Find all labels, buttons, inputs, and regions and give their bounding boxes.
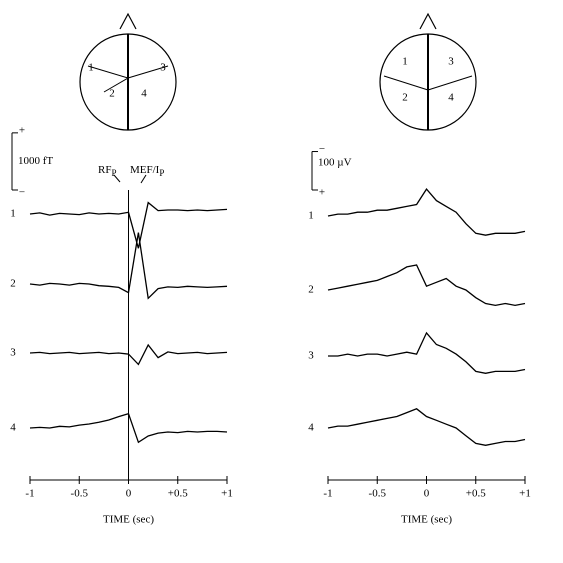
sensor-label: 3 bbox=[160, 62, 166, 74]
sensor-line bbox=[87, 65, 129, 79]
sensor-label: 1 bbox=[88, 62, 94, 74]
head-right bbox=[379, 12, 477, 131]
annotation-text: MEF/I bbox=[130, 164, 160, 176]
row-label: 1 bbox=[10, 208, 16, 220]
scale-bar-sign: + bbox=[319, 187, 325, 199]
x-tick-label: +0.5 bbox=[466, 488, 486, 500]
annotation-subscript: P bbox=[111, 168, 116, 178]
x-tick-label: -0.5 bbox=[369, 488, 387, 500]
annotation: RFP bbox=[98, 164, 116, 179]
sensor-line bbox=[383, 75, 429, 91]
x-tick-label: +1 bbox=[221, 488, 233, 500]
row-label: 4 bbox=[308, 422, 314, 434]
row-label: 2 bbox=[308, 284, 314, 296]
nose bbox=[119, 12, 137, 30]
annotation: MEF/IP bbox=[130, 164, 164, 179]
x-axis-label: TIME (sec) bbox=[103, 514, 154, 526]
scale-bar-sign: − bbox=[319, 143, 325, 155]
trace bbox=[328, 331, 526, 374]
scale-bar-sign: − bbox=[19, 187, 25, 199]
trace bbox=[327, 188, 526, 236]
annotation-text: RF bbox=[98, 164, 111, 176]
annotation-pointer bbox=[113, 174, 121, 183]
x-tick-label: 0 bbox=[126, 488, 132, 500]
sensor-label: 3 bbox=[448, 56, 454, 68]
sensor-label: 2 bbox=[402, 92, 408, 104]
x-tick-label: -0.5 bbox=[71, 488, 89, 500]
row-label: 1 bbox=[308, 210, 314, 222]
trace bbox=[327, 408, 526, 446]
sensor-label: 1 bbox=[402, 56, 408, 68]
x-axis-label: TIME (sec) bbox=[401, 514, 452, 526]
x-tick-label: -1 bbox=[25, 488, 34, 500]
annotation-pointer bbox=[140, 174, 147, 184]
trace bbox=[29, 412, 228, 444]
head-left bbox=[79, 12, 177, 131]
x-tick-label: +0.5 bbox=[168, 488, 188, 500]
x-tick-label: -1 bbox=[323, 488, 332, 500]
scale-bar-sign: + bbox=[19, 124, 25, 136]
sensor-label: 2 bbox=[109, 88, 115, 100]
x-tick-label: +1 bbox=[519, 488, 531, 500]
row-label: 3 bbox=[10, 347, 16, 359]
row-label: 4 bbox=[10, 422, 16, 434]
trace bbox=[29, 232, 228, 300]
annotation-subscript: P bbox=[159, 168, 164, 178]
trace bbox=[29, 343, 228, 366]
trace bbox=[29, 201, 228, 249]
trace bbox=[327, 264, 526, 307]
x-tick-label: 0 bbox=[424, 488, 430, 500]
row-label: 3 bbox=[308, 350, 314, 362]
row-label: 2 bbox=[10, 278, 16, 290]
scale-bar-label: 1000 fT bbox=[18, 155, 53, 167]
scale-bar-label: 100 µV bbox=[318, 156, 352, 168]
sensor-line bbox=[127, 65, 169, 79]
sensor-label: 4 bbox=[448, 92, 454, 104]
sensor-label: 4 bbox=[141, 88, 147, 100]
sensor-line bbox=[427, 75, 473, 91]
sensor-line bbox=[103, 77, 129, 93]
nose bbox=[419, 12, 437, 30]
